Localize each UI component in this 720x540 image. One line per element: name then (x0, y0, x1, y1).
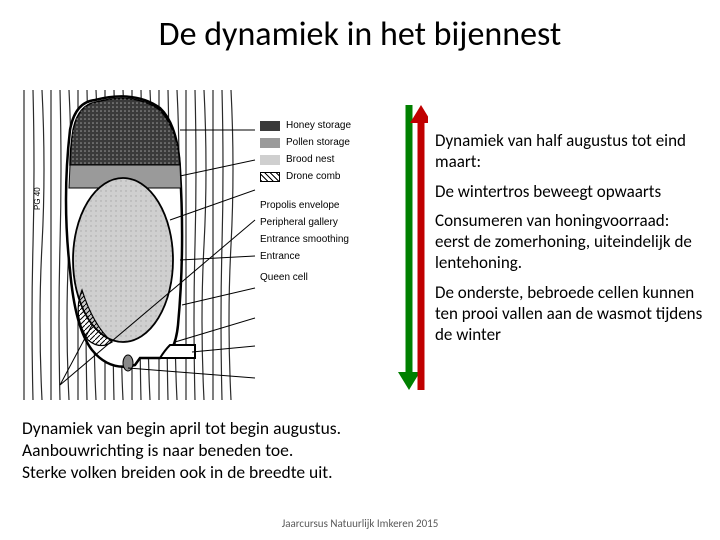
bottom-text-block: Dynamiek van begin april tot begin augus… (22, 418, 442, 484)
legend-label: Entrance (260, 251, 300, 262)
dynamic-arrows (398, 105, 428, 395)
bottom-line-0: Dynamiek van begin april tot begin augus… (22, 418, 442, 440)
legend-swatch (260, 121, 280, 131)
diagram-legend: Honey storage Pollen storage Brood nest Dro… (260, 120, 385, 289)
bottom-line-1: Aanbouwrichting is naar beneden toe. (22, 440, 442, 462)
legend-item: Drone comb (260, 171, 385, 182)
legend-label: Drone comb (286, 171, 340, 182)
legend-label: Honey storage (286, 120, 351, 131)
legend-label: Brood nest (286, 154, 334, 165)
legend-item: Pollen storage (260, 137, 385, 148)
legend-item: Entrance smoothing (260, 234, 385, 245)
legend-label: Pollen storage (286, 137, 350, 148)
legend-item: Brood nest (260, 154, 385, 165)
right-p-0: Dynamiek van half augustus tot eind maar… (435, 130, 705, 173)
legend-label: Peripheral gallery (260, 217, 338, 228)
legend-item: Queen cell (260, 272, 385, 283)
legend-swatch (260, 172, 280, 182)
legend-item: Entrance (260, 251, 385, 262)
bottom-line-2: Sterke volken breiden ook in de breedte … (22, 462, 442, 484)
legend-label: Queen cell (260, 272, 308, 283)
legend-item: Peripheral gallery (260, 217, 385, 228)
right-text-block: Dynamiek van half augustus tot eind maar… (435, 130, 705, 353)
diagram-side-label: PG 40 (33, 187, 42, 210)
legend-item: Honey storage (260, 120, 385, 131)
legend-label: Propolis envelope (260, 200, 340, 211)
beehive-diagram: PG 40 (20, 90, 390, 400)
page-title: De dynamiek in het bijennest (0, 14, 720, 55)
legend-label: Entrance smoothing (260, 234, 349, 245)
right-p-1: De wintertros beweegt opwaarts (435, 181, 705, 202)
footer-text: Jaarcursus Natuurlijk Imkeren 2015 (0, 517, 720, 530)
right-p-3: De onderste, bebroede cellen kunnen ten … (435, 282, 705, 346)
right-p-2: Consumeren van honingvoorraad: eerst de … (435, 210, 705, 274)
legend-swatch (260, 138, 280, 148)
legend-swatch (260, 155, 280, 165)
legend-item: Propolis envelope (260, 200, 385, 211)
